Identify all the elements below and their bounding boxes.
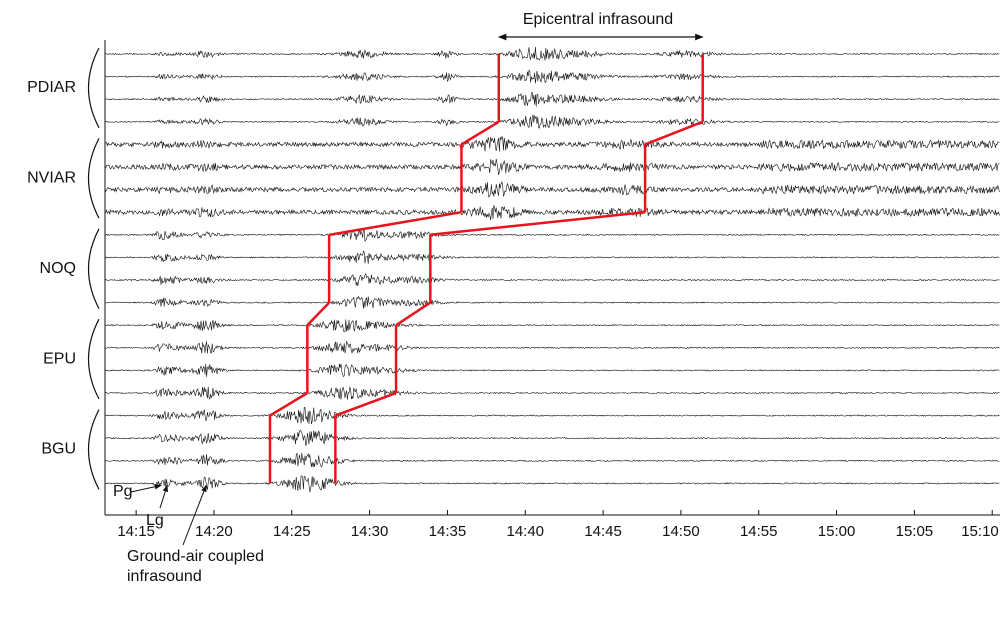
brace bbox=[87, 318, 100, 400]
trace bbox=[104, 295, 1000, 309]
trace bbox=[104, 205, 1000, 221]
trace bbox=[104, 158, 1000, 176]
pick-connector bbox=[644, 120, 704, 146]
trace bbox=[105, 46, 1000, 61]
station-label: PDIAR bbox=[27, 79, 76, 96]
trace bbox=[104, 319, 1000, 333]
pick-connector bbox=[306, 301, 331, 327]
brace bbox=[87, 47, 100, 129]
phase-label: Lg bbox=[146, 512, 164, 529]
station-label: NOQ bbox=[40, 260, 76, 277]
brace bbox=[87, 409, 100, 490]
x-tick-label: 15:10 bbox=[961, 523, 999, 540]
trace bbox=[104, 429, 1000, 446]
pick-connector bbox=[328, 210, 462, 237]
trace bbox=[104, 136, 1000, 152]
trace bbox=[104, 69, 1000, 84]
trace bbox=[104, 250, 1000, 264]
trace bbox=[104, 452, 1000, 468]
pick-connector bbox=[269, 391, 308, 417]
x-tick-label: 14:35 bbox=[429, 523, 467, 540]
trace bbox=[104, 340, 1000, 354]
x-tick-label: 15:00 bbox=[818, 523, 856, 540]
x-tick-label: 14:45 bbox=[584, 523, 622, 540]
trace bbox=[104, 114, 1000, 129]
x-tick-label: 14:20 bbox=[195, 523, 233, 540]
trace bbox=[104, 386, 1000, 401]
x-tick-label: 14:25 bbox=[273, 523, 311, 540]
x-tick-label: 14:15 bbox=[117, 523, 155, 540]
trace bbox=[104, 181, 1000, 199]
pick-connector bbox=[334, 391, 397, 417]
x-tick-label: 14:55 bbox=[740, 523, 778, 540]
phase-label: infrasound bbox=[127, 568, 202, 585]
phase-arrow bbox=[159, 484, 168, 509]
trace bbox=[105, 407, 1000, 425]
pick-connector bbox=[430, 210, 646, 237]
trace bbox=[104, 92, 1000, 107]
trace bbox=[104, 363, 1000, 378]
x-tick-label: 14:30 bbox=[351, 523, 389, 540]
phase-arrow bbox=[130, 484, 162, 493]
trace bbox=[104, 273, 1000, 286]
x-tick-label: 15:05 bbox=[896, 523, 934, 540]
phase-arrow bbox=[182, 484, 207, 546]
station-label: NVIAR bbox=[27, 170, 76, 187]
station-label: EPU bbox=[43, 350, 76, 367]
x-tick-label: 14:50 bbox=[662, 523, 700, 540]
station-label: BGU bbox=[41, 441, 76, 458]
trace bbox=[104, 228, 1000, 242]
phase-label: Pg bbox=[113, 483, 133, 500]
trace bbox=[104, 475, 1000, 493]
brace bbox=[87, 228, 100, 309]
brace bbox=[87, 138, 100, 219]
x-tick-label: 14:40 bbox=[506, 523, 544, 540]
phase-label: Ground-air coupled bbox=[127, 548, 264, 565]
span-label: Epicentral infrasound bbox=[523, 11, 673, 28]
pick-connector bbox=[460, 120, 500, 146]
pick-connector bbox=[395, 301, 432, 327]
